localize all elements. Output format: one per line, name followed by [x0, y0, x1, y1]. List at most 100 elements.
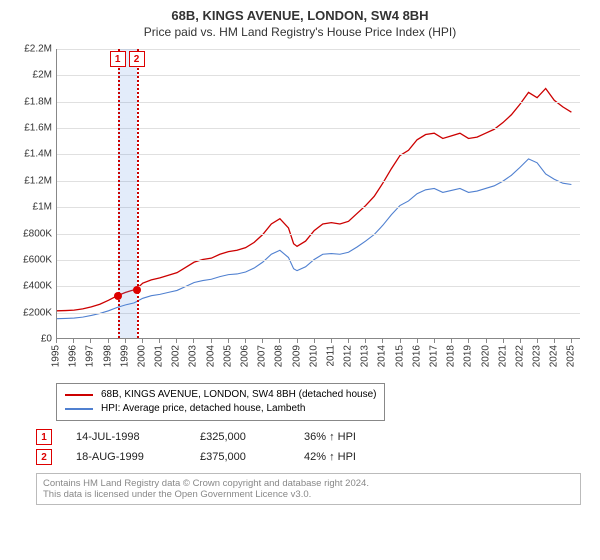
x-tick-mark — [400, 339, 401, 343]
y-tick-label: £1.4M — [24, 149, 52, 160]
x-tick-label: 2016 — [411, 345, 422, 367]
x-tick-label: 2004 — [205, 345, 216, 367]
legend-row: HPI: Average price, detached house, Lamb… — [65, 402, 376, 416]
x-tick-label: 2018 — [446, 345, 457, 367]
x-tick-label: 2020 — [480, 345, 491, 367]
x-tick-mark — [297, 339, 298, 343]
x-tick-label: 2023 — [532, 345, 543, 367]
plot-area: 12 — [56, 49, 580, 339]
y-tick-label: £1.2M — [24, 175, 52, 186]
legend-swatch — [65, 408, 93, 410]
x-axis: 1995199619971998199920002001200220032004… — [56, 339, 580, 379]
y-tick-label: £0 — [41, 334, 52, 345]
x-tick-mark — [56, 339, 57, 343]
annotation-pct: 42% ↑ HPI — [304, 451, 394, 463]
x-tick-mark — [73, 339, 74, 343]
annotation-date: 18-AUG-1999 — [76, 451, 176, 463]
x-tick-label: 2008 — [274, 345, 285, 367]
chart-area: £0£200K£400K£600K£800K£1M£1.2M£1.4M£1.6M… — [10, 49, 590, 379]
y-tick-label: £600K — [23, 254, 52, 265]
sale-annotations: 1 14-JUL-1998 £325,000 36% ↑ HPI 2 18-AUG-199… — [36, 427, 590, 467]
x-tick-label: 2003 — [188, 345, 199, 367]
legend-swatch — [65, 394, 93, 396]
x-tick-label: 2017 — [428, 345, 439, 367]
x-tick-mark — [382, 339, 383, 343]
x-tick-mark — [468, 339, 469, 343]
x-tick-mark — [451, 339, 452, 343]
x-tick-label: 2015 — [394, 345, 405, 367]
x-tick-mark — [571, 339, 572, 343]
x-tick-mark — [486, 339, 487, 343]
y-tick-label: £2M — [33, 70, 52, 81]
footer-attribution: Contains HM Land Registry data © Crown c… — [36, 473, 581, 505]
x-tick-label: 2005 — [222, 345, 233, 367]
x-tick-label: 2011 — [325, 345, 336, 367]
x-tick-label: 2010 — [308, 345, 319, 367]
x-tick-label: 2012 — [343, 345, 354, 367]
annotation-number: 2 — [36, 449, 52, 465]
x-tick-label: 1997 — [85, 345, 96, 367]
x-tick-mark — [211, 339, 212, 343]
x-tick-label: 2025 — [566, 345, 577, 367]
x-tick-label: 2007 — [257, 345, 268, 367]
sale-vline — [137, 49, 139, 338]
x-tick-label: 2019 — [463, 345, 474, 367]
sale-callout: 1 — [110, 51, 126, 67]
legend: 68B, KINGS AVENUE, LONDON, SW4 8BH (deta… — [56, 383, 385, 421]
x-tick-label: 1998 — [102, 345, 113, 367]
y-tick-label: £800K — [23, 228, 52, 239]
sale-callout: 2 — [129, 51, 145, 67]
chart-subtitle: Price paid vs. HM Land Registry's House … — [10, 25, 590, 39]
x-tick-mark — [228, 339, 229, 343]
x-tick-mark — [125, 339, 126, 343]
y-axis: £0£200K£400K£600K£800K£1M£1.2M£1.4M£1.6M… — [10, 49, 56, 339]
x-tick-label: 2001 — [154, 345, 165, 367]
x-tick-mark — [348, 339, 349, 343]
footer-line-2: This data is licensed under the Open Gov… — [43, 489, 574, 500]
x-tick-mark — [245, 339, 246, 343]
annotation-row: 1 14-JUL-1998 £325,000 36% ↑ HPI — [36, 427, 590, 447]
x-tick-mark — [279, 339, 280, 343]
annotation-date: 14-JUL-1998 — [76, 431, 176, 443]
annotation-row: 2 18-AUG-1999 £375,000 42% ↑ HPI — [36, 447, 590, 467]
chart-container: 68B, KINGS AVENUE, LONDON, SW4 8BH Price… — [0, 0, 600, 560]
x-tick-mark — [520, 339, 521, 343]
x-tick-label: 2009 — [291, 345, 302, 367]
x-tick-mark — [262, 339, 263, 343]
x-tick-label: 2021 — [497, 345, 508, 367]
x-tick-label: 2002 — [171, 345, 182, 367]
x-tick-label: 1999 — [119, 345, 130, 367]
x-tick-mark — [365, 339, 366, 343]
y-tick-label: £2.2M — [24, 44, 52, 55]
y-tick-label: £200K — [23, 307, 52, 318]
x-tick-mark — [108, 339, 109, 343]
x-tick-label: 2014 — [377, 345, 388, 367]
annotation-price: £325,000 — [200, 431, 280, 443]
annotation-price: £375,000 — [200, 451, 280, 463]
footer-line-1: Contains HM Land Registry data © Crown c… — [43, 478, 574, 489]
legend-label: 68B, KINGS AVENUE, LONDON, SW4 8BH (deta… — [101, 388, 376, 402]
x-tick-mark — [176, 339, 177, 343]
chart-title: 68B, KINGS AVENUE, LONDON, SW4 8BH — [10, 8, 590, 23]
annotation-pct: 36% ↑ HPI — [304, 431, 394, 443]
x-tick-mark — [159, 339, 160, 343]
x-tick-label: 1995 — [51, 345, 62, 367]
y-tick-label: £1.6M — [24, 123, 52, 134]
x-tick-mark — [554, 339, 555, 343]
x-tick-mark — [434, 339, 435, 343]
y-tick-label: £1M — [33, 202, 52, 213]
x-tick-mark — [417, 339, 418, 343]
x-tick-label: 2024 — [549, 345, 560, 367]
legend-row: 68B, KINGS AVENUE, LONDON, SW4 8BH (deta… — [65, 388, 376, 402]
x-tick-mark — [90, 339, 91, 343]
x-tick-mark — [193, 339, 194, 343]
x-tick-mark — [503, 339, 504, 343]
x-tick-mark — [537, 339, 538, 343]
x-tick-mark — [142, 339, 143, 343]
x-tick-mark — [331, 339, 332, 343]
sale-marker-dot — [133, 286, 141, 294]
legend-label: HPI: Average price, detached house, Lamb… — [101, 402, 305, 416]
annotation-number: 1 — [36, 429, 52, 445]
x-tick-label: 2000 — [136, 345, 147, 367]
x-tick-mark — [314, 339, 315, 343]
